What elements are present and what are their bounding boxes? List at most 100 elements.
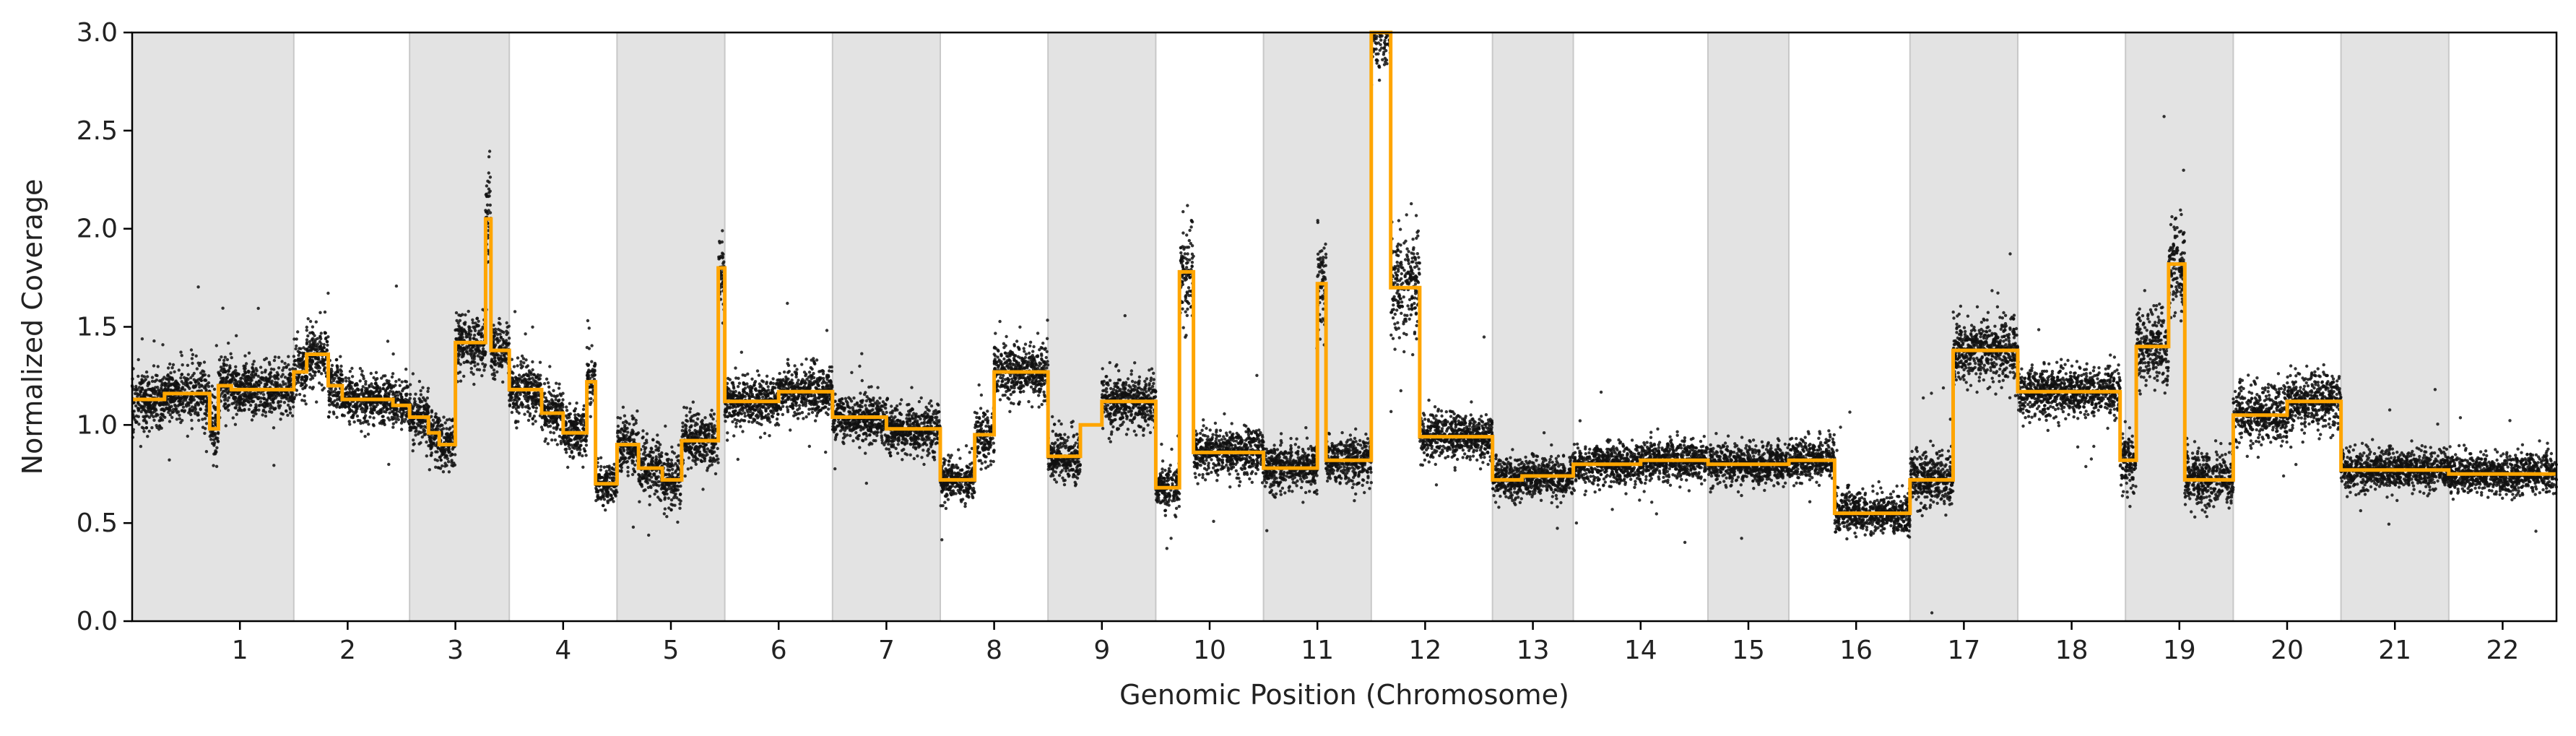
coverage-point [252, 414, 256, 417]
coverage-point [644, 438, 649, 442]
coverage-point [605, 493, 610, 497]
coverage-point [140, 425, 144, 429]
coverage-point [352, 392, 356, 397]
coverage-point [485, 210, 489, 214]
coverage-point [488, 211, 493, 215]
coverage-point [213, 416, 217, 420]
coverage-point [238, 398, 242, 402]
coverage-point [250, 378, 253, 382]
coverage-point [543, 399, 547, 404]
coverage-point [457, 332, 461, 336]
coverage-point [208, 435, 212, 438]
coverage-point [370, 385, 374, 389]
coverage-point [213, 396, 217, 399]
coverage-point [498, 363, 503, 367]
coverage-point [170, 415, 174, 420]
coverage-point [408, 383, 412, 386]
coverage-point [301, 355, 305, 358]
coverage-point [226, 404, 230, 407]
coverage-point [443, 464, 447, 468]
coverage-point [309, 378, 313, 381]
coverage-point [696, 457, 700, 462]
coverage-point [171, 363, 175, 367]
coverage-point [221, 306, 225, 310]
coverage-point [300, 376, 304, 380]
coverage-point [400, 380, 404, 384]
coverage-point [618, 464, 622, 468]
coverage-point [344, 393, 348, 397]
coverage-point [318, 381, 321, 385]
coverage-point [311, 339, 315, 343]
coverage-point [568, 454, 572, 459]
coverage-point [545, 377, 549, 381]
coverage-point [589, 391, 594, 394]
coverage-point [394, 284, 399, 288]
coverage-point [693, 436, 696, 439]
coverage-point [676, 467, 680, 471]
coverage-point [768, 434, 771, 438]
coverage-point [538, 383, 542, 386]
coverage-point [287, 399, 291, 403]
coverage-point [433, 437, 436, 441]
coverage-point [548, 365, 552, 368]
coverage-point [581, 418, 586, 422]
coverage-point [152, 339, 156, 343]
coverage-point [365, 405, 369, 409]
coverage-point [348, 370, 352, 373]
coverage-point [459, 379, 463, 383]
coverage-point [377, 391, 381, 394]
coverage-point [307, 345, 311, 349]
coverage-point [270, 382, 274, 386]
coverage-point [179, 376, 183, 380]
coverage-point [486, 179, 490, 183]
coverage-point [191, 384, 196, 388]
coverage-point [364, 380, 368, 384]
coverage-point [355, 414, 360, 418]
coverage-point [445, 427, 448, 430]
coverage-point [505, 332, 508, 337]
coverage-point [534, 420, 537, 423]
coverage-point [281, 412, 285, 416]
coverage-point [526, 418, 531, 423]
coverage-point [498, 316, 501, 321]
coverage-point [609, 488, 613, 491]
coverage-point [688, 407, 693, 411]
coverage-point [168, 405, 172, 409]
coverage-point [350, 381, 355, 385]
coverage-point [565, 447, 568, 451]
coverage-point [381, 374, 386, 378]
coverage-point [215, 446, 219, 450]
coverage-point [308, 373, 312, 376]
coverage-point [670, 445, 674, 449]
coverage-point [183, 398, 188, 402]
coverage-point [132, 401, 136, 404]
coverage-point [224, 407, 227, 410]
coverage-point [442, 436, 446, 439]
coverage-point [209, 438, 213, 441]
coverage-point [438, 467, 443, 470]
coverage-point [646, 469, 651, 473]
coverage-point [219, 365, 223, 369]
coverage-point [507, 337, 511, 340]
coverage-point [604, 474, 609, 477]
coverage-point [516, 420, 520, 423]
coverage-point [552, 431, 556, 435]
coverage-point [487, 150, 492, 153]
coverage-point [203, 378, 207, 382]
coverage-point [581, 454, 584, 458]
coverage-point [674, 471, 677, 475]
coverage-point [259, 391, 263, 395]
coverage-point [180, 373, 183, 376]
coverage-point [495, 337, 499, 340]
coverage-point [139, 410, 143, 414]
coverage-point [259, 381, 263, 385]
coverage-point [204, 427, 207, 430]
coverage-point [358, 404, 363, 407]
coverage-point [173, 383, 176, 386]
coverage-point [679, 492, 682, 496]
coverage-point [686, 467, 690, 471]
coverage-point [422, 407, 426, 411]
coverage-point [396, 417, 400, 422]
coverage-point [298, 392, 302, 397]
